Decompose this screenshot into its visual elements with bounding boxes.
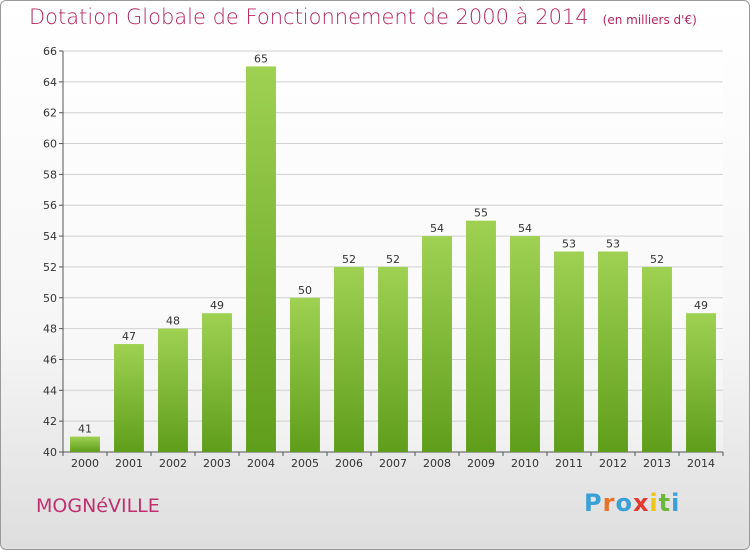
value-label: 48 <box>166 315 180 328</box>
value-label: 52 <box>386 253 400 266</box>
chart-unit: (en milliers d'€) <box>602 13 697 27</box>
value-label: 52 <box>650 253 664 266</box>
value-labels: 41 47 48 49 65 50 52 52 54 55 54 53 53 52 49 <box>78 52 708 435</box>
y-tick-label: 52 <box>43 261 57 274</box>
value-label: 41 <box>78 423 92 436</box>
logo-letter: r <box>602 489 616 517</box>
x-tick-label: 2006 <box>335 457 363 470</box>
value-label: 52 <box>342 253 356 266</box>
x-tick-label: 2010 <box>511 457 539 470</box>
x-tick-label: 2005 <box>291 457 319 470</box>
logo-letter: i <box>649 489 659 517</box>
x-tick-label: 2001 <box>115 457 143 470</box>
bars <box>70 66 716 452</box>
y-tick-label: 48 <box>43 323 57 336</box>
x-tick-label: 2002 <box>159 457 187 470</box>
bar-2001 <box>114 344 144 452</box>
bar-2003 <box>202 313 232 452</box>
x-tick-label: 2014 <box>687 457 715 470</box>
value-label: 49 <box>210 299 224 312</box>
value-label: 53 <box>562 238 576 251</box>
value-label: 65 <box>254 52 268 65</box>
y-tick-label: 64 <box>43 76 57 89</box>
y-tick-label: 44 <box>43 384 57 397</box>
value-label: 53 <box>606 238 620 251</box>
x-tick-label: 2004 <box>247 457 275 470</box>
bar-2011 <box>554 251 584 452</box>
bar-2006 <box>334 266 364 452</box>
chart-title: Dotation Globale de Fonctionnement de 20… <box>29 5 589 29</box>
y-tick-label: 60 <box>43 138 57 151</box>
y-tick-label: 58 <box>43 168 57 181</box>
value-label: 54 <box>430 222 444 235</box>
y-tick-label: 62 <box>43 107 57 120</box>
logo-letter: t <box>658 489 672 517</box>
bar-2013 <box>642 266 672 452</box>
proxiti-logo[interactable]: Proxiti <box>584 489 680 517</box>
bar-2005 <box>290 297 320 452</box>
logo-letter: o <box>615 489 633 517</box>
title-row: Dotation Globale de Fonctionnement de 20… <box>29 5 697 29</box>
town-name: MOGNéVILLE <box>36 495 160 517</box>
y-tick-label: 56 <box>43 199 57 212</box>
bar-2007 <box>378 266 408 452</box>
value-label: 55 <box>474 207 488 220</box>
bar-2004 <box>246 66 276 452</box>
value-label: 50 <box>298 284 312 297</box>
x-tick-label: 2008 <box>423 457 451 470</box>
x-tick-label: 2007 <box>379 457 407 470</box>
x-tick-label: 2012 <box>599 457 627 470</box>
y-tick-label: 46 <box>43 353 57 366</box>
x-tick-label: 2011 <box>555 457 583 470</box>
bar-2000 <box>70 436 100 452</box>
y-tick-label: 66 <box>43 45 57 58</box>
x-tick-label: 2009 <box>467 457 495 470</box>
x-tick-label: 2013 <box>643 457 671 470</box>
value-label: 49 <box>694 299 708 312</box>
value-label: 47 <box>122 330 136 343</box>
value-label: 54 <box>518 222 532 235</box>
bar-2012 <box>598 251 628 452</box>
bar-2002 <box>158 328 188 452</box>
y-tick-label: 42 <box>43 415 57 428</box>
bar-2010 <box>510 236 540 452</box>
y-tick-label: 50 <box>43 292 57 305</box>
logo-letter: x <box>632 489 650 517</box>
x-tick-label: 2000 <box>71 457 99 470</box>
logo-letter: i <box>671 489 681 517</box>
bar-2014 <box>686 313 716 452</box>
y-tick-label: 54 <box>43 230 57 243</box>
logo-letter: P <box>584 489 603 517</box>
bar-2008 <box>422 236 452 452</box>
y-tick-label: 40 <box>43 446 57 459</box>
x-tick-label: 2003 <box>203 457 231 470</box>
bar-2009 <box>466 220 496 452</box>
